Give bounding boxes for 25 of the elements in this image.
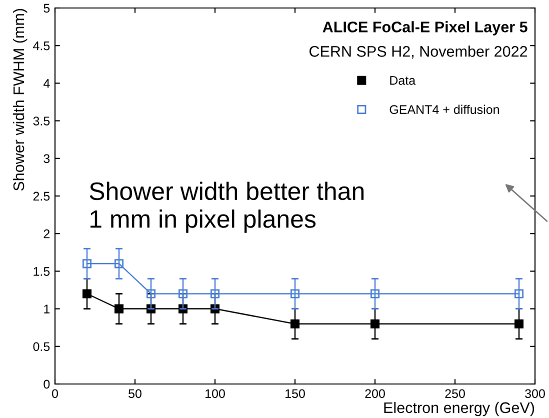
legend-label: Data bbox=[390, 76, 416, 85]
x-tick-label: 300 bbox=[525, 389, 545, 398]
x-tick-label: 250 bbox=[445, 389, 465, 398]
y-tick-label: 0 bbox=[44, 380, 50, 389]
y-tick-label: 3 bbox=[44, 154, 50, 164]
y-tick-label: 2.5 bbox=[33, 192, 50, 201]
x-axis-title: Electron energy (GeV) bbox=[384, 402, 534, 416]
x-tick-label: 150 bbox=[286, 389, 305, 398]
y-tick-label: 1.5 bbox=[34, 267, 50, 276]
text: ALICE FoCal-E Pixel Layer 5 bbox=[322, 21, 528, 36]
y-tick-label: 5 bbox=[44, 4, 50, 13]
x-tick-label: 50 bbox=[128, 389, 142, 398]
y-tick-label: 2 bbox=[44, 229, 50, 238]
y-axis-title: Shower width FWHM (mm) bbox=[12, 8, 28, 191]
y-tick-label: 1 bbox=[44, 304, 50, 314]
y-tick-label: 3.5 bbox=[33, 116, 50, 126]
x-tick-label: 200 bbox=[365, 389, 385, 398]
y-tick-label: 0.5 bbox=[33, 342, 50, 352]
text: CERN SPS H2, November 2022 bbox=[310, 46, 528, 59]
annotation: Shower width better than 1 mm in pixel planes bbox=[90, 182, 364, 233]
x-tick-label: 0 bbox=[52, 389, 58, 398]
y-tick-label: 4 bbox=[43, 79, 50, 88]
x-tick-label: 100 bbox=[206, 389, 225, 398]
y-tick-label: 4.5 bbox=[33, 42, 50, 50]
legend-label: GEANT4 + diffusion bbox=[390, 104, 499, 114]
